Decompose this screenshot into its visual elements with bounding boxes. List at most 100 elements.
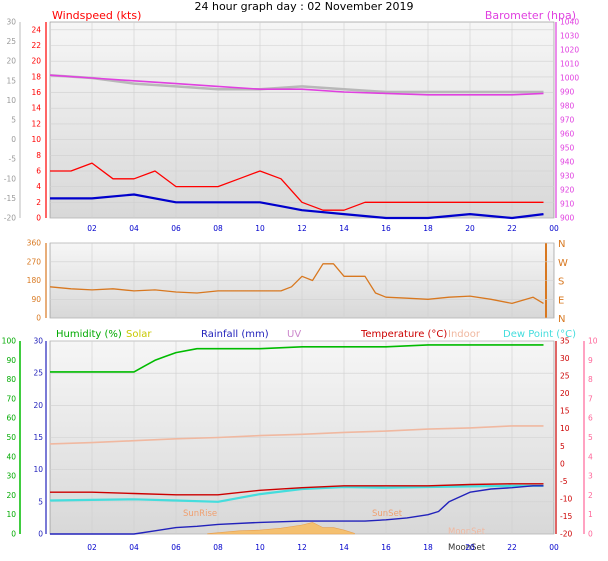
chart-title: 24 hour graph day : 02 November 2019 bbox=[194, 0, 413, 13]
panel-1-x-tick-2: 06 bbox=[171, 224, 181, 233]
panel-3-outer-left-tick-10: 0 bbox=[11, 530, 16, 539]
panel-3-x-tick-8: 18 bbox=[423, 543, 433, 552]
gust-line bbox=[49, 73, 544, 94]
barometer-line bbox=[49, 74, 544, 96]
solar-area bbox=[207, 522, 355, 535]
panel-1-left-tick-8: 8 bbox=[36, 151, 41, 160]
panel-3-x-tick-7: 16 bbox=[381, 543, 391, 552]
panel-3-x-tick-1: 04 bbox=[129, 543, 139, 552]
panel-3-outer-right-tick-5: 5 bbox=[588, 433, 593, 442]
annotation-sunrise: SunRise bbox=[183, 509, 217, 519]
panel-1-x-tick-5: 12 bbox=[297, 224, 307, 233]
panel-1-left-tick-10: 4 bbox=[36, 182, 41, 191]
panel-3-x-tick-10: 22 bbox=[507, 543, 517, 552]
panel-1-left-tick-9: 6 bbox=[36, 167, 41, 176]
panel-1-x-tick-9: 20 bbox=[465, 224, 475, 233]
panel-1-left-tick-12: 0 bbox=[36, 214, 41, 223]
annotation-sunset: SunSet bbox=[372, 509, 403, 519]
wind-dir-label-4: N bbox=[558, 314, 565, 325]
panel-1-right-tick-8: 960 bbox=[560, 130, 575, 139]
annotation-moonset-2: MoonSet bbox=[448, 543, 486, 553]
chart-marks: 0202040406060808101012121414161618182020… bbox=[2, 18, 598, 553]
panel-3-inner-left-tick-1: 25 bbox=[33, 369, 43, 378]
panel-3-outer-left-tick-5: 50 bbox=[6, 433, 16, 442]
panel-3-outer-right-tick-10: 0 bbox=[588, 530, 593, 539]
panel-3-right-tick-5: 10 bbox=[560, 424, 570, 433]
panel-3-outer-right-tick-0: 10 bbox=[588, 337, 598, 346]
panel-3-right-tick-2: 25 bbox=[560, 372, 570, 381]
panel-3-outer-right-tick-4: 6 bbox=[588, 414, 593, 423]
panel-3-inner-left-tick-6: 0 bbox=[38, 530, 43, 539]
panel-3-outer-right-tick-8: 2 bbox=[588, 491, 593, 500]
panel-1-outer-left-tick-4: 10 bbox=[6, 96, 16, 105]
wind-dir-label-2: S bbox=[558, 277, 564, 288]
panel-3-outer-left-tick-9: 10 bbox=[6, 510, 16, 519]
panel-1-outer-left-tick-3: 15 bbox=[6, 76, 16, 85]
wind-dir-label-0: N bbox=[558, 239, 565, 250]
legend-dew-point: Dew Point (°C) bbox=[503, 329, 576, 340]
panel-1-outer-left-tick-7: -5 bbox=[9, 155, 17, 164]
panel-1-right-tick-14: 900 bbox=[560, 214, 575, 223]
panel-1-right-tick-4: 1000 bbox=[560, 74, 579, 83]
panel-1-right-tick-9: 950 bbox=[560, 144, 575, 153]
temperature-line bbox=[50, 483, 544, 496]
panel-1-outer-left-tick-1: 25 bbox=[6, 37, 16, 46]
panel-3-right-tick-10: -15 bbox=[560, 512, 572, 521]
legend-indoor: Indoor bbox=[448, 329, 481, 340]
panel-1-left-tick-0: 24 bbox=[31, 25, 41, 34]
panel-1-left-tick-3: 18 bbox=[31, 72, 41, 81]
panel-2-left-tick-3: 90 bbox=[31, 295, 41, 304]
panel-2-left-tick-4: 0 bbox=[36, 314, 41, 323]
panel-1-left-tick-2: 20 bbox=[31, 57, 41, 66]
panel-3-x-tick-11: 00 bbox=[549, 543, 559, 552]
panel-3-outer-left-tick-2: 80 bbox=[6, 375, 16, 384]
panel-1-left-tick-1: 22 bbox=[31, 41, 41, 50]
panel-1-outer-left-tick-5: 5 bbox=[11, 116, 16, 125]
legend-temperature: Temperature (°C) bbox=[360, 329, 447, 340]
panel-3-right-tick-9: -10 bbox=[560, 494, 572, 503]
legend-rainfall: Rainfall (mm) bbox=[201, 329, 269, 340]
panel-1-outer-left-tick-10: -20 bbox=[4, 214, 16, 223]
panel-3-outer-right-tick-1: 9 bbox=[588, 356, 593, 365]
legend-solar: Solar bbox=[126, 329, 152, 340]
panel-2-left-tick-0: 360 bbox=[27, 239, 42, 248]
panel-3-outer-left-tick-0: 100 bbox=[2, 337, 17, 346]
indoor-line bbox=[49, 425, 544, 445]
panel-3-outer-right-tick-9: 1 bbox=[588, 510, 593, 519]
panel-3-outer-left-tick-8: 20 bbox=[6, 491, 16, 500]
panel-3-inner-left-tick-3: 15 bbox=[33, 433, 43, 442]
panel-3-x-tick-9: 20 bbox=[465, 543, 475, 552]
panel-3-inner-left-tick-4: 10 bbox=[33, 465, 43, 474]
panel-1-left-tick-11: 2 bbox=[36, 198, 41, 207]
panel-3-inner-left-tick-0: 30 bbox=[33, 337, 43, 346]
panel-3-outer-left-tick-1: 90 bbox=[6, 356, 16, 365]
panel-1-left-tick-6: 12 bbox=[31, 119, 41, 128]
humidity-line bbox=[50, 344, 544, 373]
panel-3-x-tick-3: 08 bbox=[213, 543, 223, 552]
panel-3-outer-left-tick-7: 30 bbox=[6, 472, 16, 481]
panel-3-right-tick-1: 30 bbox=[560, 354, 570, 363]
panel-3-x-tick-5: 12 bbox=[297, 543, 307, 552]
panel-1-right-tick-2: 1020 bbox=[560, 46, 579, 55]
panel-3-right-tick-7: 0 bbox=[560, 459, 565, 468]
panel-3-x-tick-6: 14 bbox=[339, 543, 349, 552]
panel-1-right-tick-12: 920 bbox=[560, 186, 575, 195]
panel-3-right-tick-8: -5 bbox=[560, 477, 568, 486]
panel-3-right-tick-6: 5 bbox=[560, 442, 565, 451]
panel-1-outer-left-tick-8: -10 bbox=[4, 174, 16, 183]
panel-1-right-tick-7: 970 bbox=[560, 116, 575, 125]
panel-1-left-tick-5: 14 bbox=[31, 104, 41, 113]
panel-1-right-tick-6: 980 bbox=[560, 102, 575, 111]
panel-3-right-tick-11: -20 bbox=[560, 530, 572, 539]
panel-1-outer-left-tick-9: -15 bbox=[4, 194, 16, 203]
rainfall-line bbox=[50, 485, 544, 535]
panel-3-outer-right-tick-3: 7 bbox=[588, 394, 593, 403]
panel-3-outer-right-tick-6: 4 bbox=[588, 452, 593, 461]
panel-3-right-tick-4: 15 bbox=[560, 407, 570, 416]
panel-3-outer-left-tick-4: 60 bbox=[6, 414, 16, 423]
windspeed-line bbox=[50, 162, 544, 211]
legend-uv: UV bbox=[287, 329, 301, 340]
panel-3-outer-left-tick-3: 70 bbox=[6, 394, 16, 403]
panel-1-right-tick-3: 1010 bbox=[560, 60, 579, 69]
panel-1-left-tick-7: 10 bbox=[31, 135, 41, 144]
